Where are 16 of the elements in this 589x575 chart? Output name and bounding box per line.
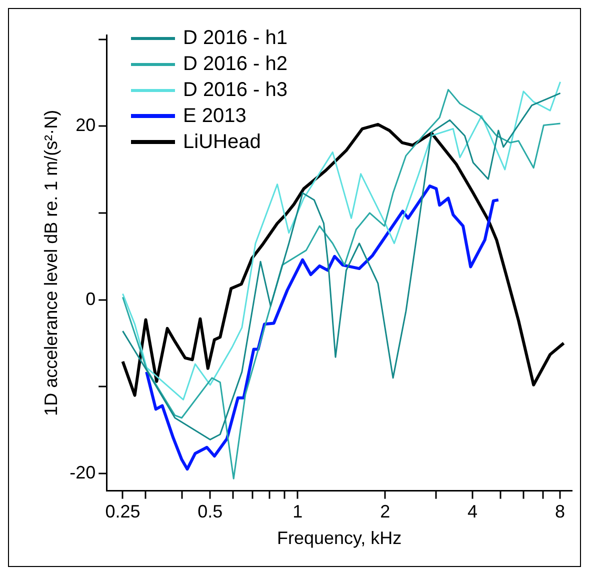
legend-label: LiUHead — [183, 130, 261, 155]
y-tick-label: 0 — [86, 288, 96, 309]
legend-label: D 2016 - h1 — [183, 26, 288, 51]
x-tick-label: 0.25 — [105, 502, 140, 522]
legend-label: E 2013 — [183, 104, 246, 129]
y-tick-label: -20 — [70, 462, 96, 482]
x-tick-label: 0.5 — [198, 502, 223, 522]
x-axis-title: Frequency, kHz — [276, 528, 402, 548]
x-tick-label: 2 — [380, 502, 390, 522]
x-tick-label: 8 — [554, 502, 565, 522]
x-tick-label: 4 — [468, 502, 478, 522]
y-axis-title: 1D accelerance level dB re. 1 m/(s²·N) — [40, 110, 61, 416]
legend-label: D 2016 - h3 — [183, 78, 288, 103]
y-tick-label: 20 — [76, 115, 96, 136]
x-tick-label: 1 — [292, 502, 303, 522]
legend-label: D 2016 - h2 — [183, 52, 288, 77]
